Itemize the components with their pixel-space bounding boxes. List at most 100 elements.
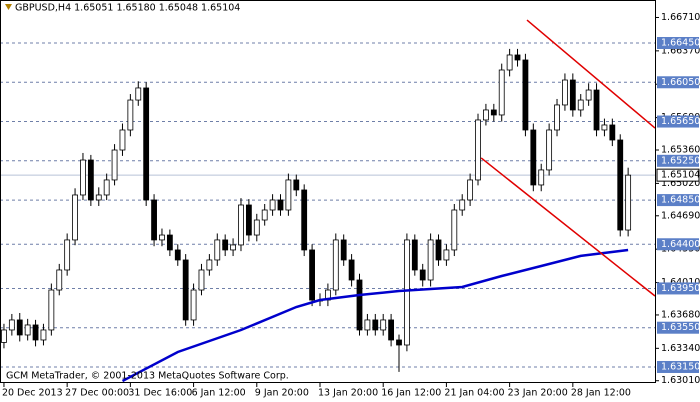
candle-body	[182, 259, 189, 321]
y-tick-label: 1.65360	[661, 145, 700, 156]
trendline	[480, 157, 656, 297]
candle-body	[467, 179, 474, 201]
candle-body	[546, 129, 553, 171]
candle-body	[277, 199, 284, 211]
candle-body	[64, 239, 71, 271]
y-tick-label: 1.65020	[661, 178, 700, 189]
candle-body	[451, 209, 458, 251]
level-label: 1.66450	[661, 38, 700, 49]
candle-body	[514, 54, 521, 61]
candle-body	[411, 239, 418, 271]
candle-body	[8, 319, 15, 331]
candle-body	[24, 324, 31, 336]
candle-body	[593, 89, 600, 131]
candle-body	[222, 239, 229, 251]
moving-average	[121, 248, 629, 383]
candle-body	[404, 239, 410, 346]
candle-body	[309, 249, 315, 301]
candle-body	[245, 204, 252, 236]
x-tick-label: 31 Dec 16:00	[128, 388, 192, 399]
candle-body	[151, 199, 157, 241]
candle-body	[166, 234, 173, 251]
candle-body	[56, 269, 63, 291]
x-tick-label: 13 Jan 20:00	[318, 388, 378, 399]
candle-body	[48, 289, 55, 331]
overlay-layer: 1.667101.663701.660301.656901.653601.650…	[2, 12, 700, 399]
y-tick-label: 1.66710	[661, 12, 700, 23]
candle-body	[119, 129, 126, 151]
candle-body	[506, 54, 513, 71]
candle-body	[174, 249, 181, 261]
candle-body	[340, 239, 347, 261]
candle-body	[32, 324, 39, 341]
candle-body	[427, 239, 434, 281]
level-label-box	[657, 282, 699, 295]
bid-label: 1.65104	[661, 170, 700, 181]
x-tick-label: 27 Dec 00:00	[65, 388, 129, 399]
candle-body	[459, 199, 466, 211]
grid-layer	[0, 42, 655, 368]
candle-body	[617, 139, 624, 231]
y-tick-label: 1.63010	[661, 375, 700, 386]
level-label-box	[657, 154, 699, 167]
level-label: 1.65250	[661, 155, 700, 166]
candle-body	[475, 119, 481, 181]
candle-body	[625, 174, 632, 231]
candle-body	[490, 109, 497, 116]
level-label: 1.65650	[661, 116, 700, 127]
candle-body	[103, 179, 110, 196]
candle-body	[111, 149, 118, 181]
candle-body	[72, 194, 78, 241]
candle-body	[95, 194, 102, 201]
candle-body	[87, 159, 94, 201]
candle-body	[198, 269, 205, 291]
y-tick-label: 1.63680	[661, 309, 700, 320]
y-tick-label: 1.64690	[661, 210, 700, 221]
bid-label-box	[656, 168, 700, 182]
candle-body	[364, 319, 371, 331]
candle-body	[609, 124, 616, 141]
watermark: GCM MetaTrader, © 2001-2013 MetaQuotes S…	[6, 371, 289, 382]
candle-body	[127, 99, 134, 131]
candle-body	[293, 179, 300, 191]
level-label-box	[657, 238, 699, 251]
candle-body	[435, 239, 442, 261]
level-label-box	[657, 76, 699, 89]
x-tick-label: 16 Jan 12:00	[381, 388, 441, 399]
candle-body	[135, 87, 142, 101]
candle-body	[206, 259, 213, 271]
candle-body	[569, 79, 576, 111]
candle-body	[601, 124, 608, 131]
candle-body	[380, 319, 387, 331]
candle-body	[332, 239, 339, 291]
x-tick-label: 20 Dec 2013	[2, 388, 63, 399]
level-label: 1.64850	[661, 195, 700, 206]
candle-body	[348, 259, 355, 281]
level-label-box	[657, 194, 699, 207]
candle-body	[261, 209, 268, 221]
level-label-box	[657, 37, 699, 50]
candle-body	[253, 219, 260, 236]
candle-body	[214, 239, 221, 261]
candle-body	[301, 189, 308, 251]
candle-body	[443, 249, 450, 261]
candle-body	[372, 319, 379, 331]
x-tick-label: 23 Jan 20:00	[508, 388, 568, 399]
symbol-icon	[5, 4, 12, 10]
marks-layer	[1, 19, 656, 383]
candle-body	[562, 79, 568, 106]
candle-body	[356, 279, 363, 331]
candle-body	[419, 269, 426, 281]
x-tick-label: 28 Jan 12:00	[571, 388, 631, 399]
level-label: 1.63150	[661, 361, 700, 372]
x-tick-label: 6 Jan 12:00	[192, 388, 246, 399]
y-tick-label: 1.63340	[661, 343, 700, 354]
candle-body	[269, 199, 276, 211]
level-label-box	[657, 115, 699, 128]
candle-body	[40, 329, 47, 341]
candle-body	[396, 339, 402, 346]
candle-body	[143, 87, 150, 201]
candle-body	[159, 234, 165, 241]
